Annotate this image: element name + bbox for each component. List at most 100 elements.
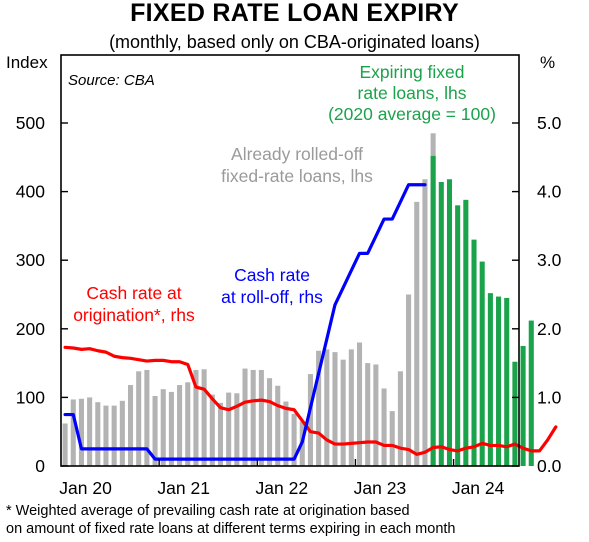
rolled-off-bar <box>340 359 346 466</box>
rolled-off-bar <box>226 392 232 466</box>
rolled-off-bar <box>95 402 101 466</box>
expiring-annotation-line3: (2020 average = 100) <box>328 104 496 124</box>
rolled-off-bar <box>397 371 403 466</box>
left-tick-label: 0 <box>35 456 45 476</box>
footnote-line-2: on amount of fixed rate loans at differe… <box>6 521 456 537</box>
rolled-off-bar <box>78 398 84 466</box>
chart-subtitle: (monthly, based only on CBA-originated l… <box>109 32 480 52</box>
rolled-off-bar <box>209 394 215 466</box>
right-tick-label: 4.0 <box>537 182 562 202</box>
cash-rate-lines <box>63 183 558 461</box>
rolled-off-bar <box>152 396 158 466</box>
rolled-off-bar <box>103 405 109 466</box>
rolled-off-bar <box>193 369 199 466</box>
rolled-off-bar <box>87 397 93 466</box>
rolled-off-bar <box>381 388 387 466</box>
expiring-bar <box>455 205 461 466</box>
chart-title: FIXED RATE LOAN EXPIRY <box>130 0 459 27</box>
right-tick-label: 0.0 <box>537 456 562 476</box>
expiring-bar <box>496 296 502 466</box>
expiring-annotation-line2: rate loans, lhs <box>358 83 467 103</box>
rolled-off-annotation: Already rolled-off fixed-rate loans, lhs <box>221 144 373 186</box>
expiring-bar <box>487 293 493 466</box>
rolled-off-bars <box>62 133 436 467</box>
left-tick-label: 500 <box>16 113 45 133</box>
right-axis-label: % <box>540 53 555 72</box>
rolled-off-bar <box>348 349 354 466</box>
rolled-off-bar <box>242 368 248 466</box>
x-tick-label: Jan 20 <box>59 478 112 498</box>
rolled-off-bar <box>283 401 289 466</box>
left-tick-label: 400 <box>16 182 45 202</box>
rolled-off-bar <box>258 369 264 466</box>
rolled-off-bar <box>332 352 338 466</box>
rolloff-annotation: Cash rate at roll-off, rhs <box>221 265 323 307</box>
rolled-off-annotation-line1: Already rolled-off <box>231 144 363 164</box>
x-tick-label: Jan 21 <box>157 478 210 498</box>
right-tick-label: 1.0 <box>537 387 562 407</box>
origination-annotation: Cash rate at origination*, rhs <box>73 283 195 325</box>
footnote-line-1: * Weighted average of prevailing cash ra… <box>6 503 410 519</box>
rolled-off-bar <box>422 179 428 466</box>
right-tick-label: 5.0 <box>537 113 562 133</box>
rolled-off-bar <box>373 364 379 466</box>
rolled-off-bar <box>307 374 313 466</box>
rolled-off-annotation-line2: fixed-rate loans, lhs <box>221 166 373 186</box>
expiring-bar <box>528 320 534 466</box>
rolled-off-bar <box>136 371 142 466</box>
left-tick-label: 100 <box>16 387 45 407</box>
expiring-bar <box>463 199 469 466</box>
rolloff-annotation-line1: Cash rate <box>234 265 310 285</box>
expiring-bar <box>471 239 477 466</box>
x-tick-label: Jan 23 <box>354 478 407 498</box>
rolled-off-bar <box>177 385 183 466</box>
axis-ticks: 0 100 200 300 400 500 0.0 1.0 2.0 3.0 4.0 5.0 Jan 20… <box>16 113 562 498</box>
rolled-off-bar <box>365 363 371 466</box>
rolled-off-bar <box>316 350 322 466</box>
rolled-off-bar <box>389 411 395 466</box>
rolled-off-bar <box>234 393 240 466</box>
rolled-off-bar <box>275 385 281 466</box>
rolled-off-bar <box>414 201 420 466</box>
source-label: Source: CBA <box>68 72 155 89</box>
right-tick-label: 3.0 <box>537 250 562 270</box>
rolled-off-bar <box>267 378 273 466</box>
rolled-off-bar <box>291 413 297 466</box>
origination-annotation-line1: Cash rate at <box>86 283 181 303</box>
rolled-off-bar <box>356 342 363 466</box>
left-tick-label: 300 <box>16 250 45 270</box>
rolled-off-bar <box>127 385 134 466</box>
expiring-bar <box>446 179 453 466</box>
expiring-bar <box>438 182 444 466</box>
rolled-off-bar <box>185 382 191 466</box>
right-tick-label: 2.0 <box>537 319 562 339</box>
x-tick-label: Jan 24 <box>452 478 505 498</box>
expiring-bar <box>520 345 526 466</box>
expiring-bar <box>512 361 518 466</box>
x-tick-label: Jan 22 <box>256 478 309 498</box>
expiring-bar <box>504 297 510 466</box>
rolled-off-bar <box>111 405 117 466</box>
rolled-off-bar <box>119 400 125 466</box>
rolled-off-bar <box>70 399 76 466</box>
cash-rate-origination-line <box>63 345 558 456</box>
expiring-bars <box>430 155 534 466</box>
cash-rate-rolloff-line <box>63 183 427 461</box>
expiring-bar <box>430 155 436 466</box>
rolled-off-bar <box>250 369 256 466</box>
expiring-annotation: Expiring fixed rate loans, lhs (2020 ave… <box>328 62 496 124</box>
rolled-off-bar <box>324 349 330 466</box>
left-tick-label: 200 <box>16 319 45 339</box>
rolled-off-bar <box>144 369 150 466</box>
rolled-off-bar <box>160 389 166 466</box>
rolled-off-bar <box>62 423 68 466</box>
rolloff-annotation-line2: at roll-off, rhs <box>221 287 323 307</box>
left-axis-label: Index <box>6 53 48 72</box>
rolled-off-bar <box>201 369 207 466</box>
origination-annotation-line2: origination*, rhs <box>73 305 195 325</box>
expiring-annotation-line1: Expiring fixed <box>359 62 464 82</box>
rolled-off-bar <box>406 294 412 466</box>
rolled-off-bar <box>217 402 224 466</box>
rolled-off-bar <box>168 391 174 466</box>
